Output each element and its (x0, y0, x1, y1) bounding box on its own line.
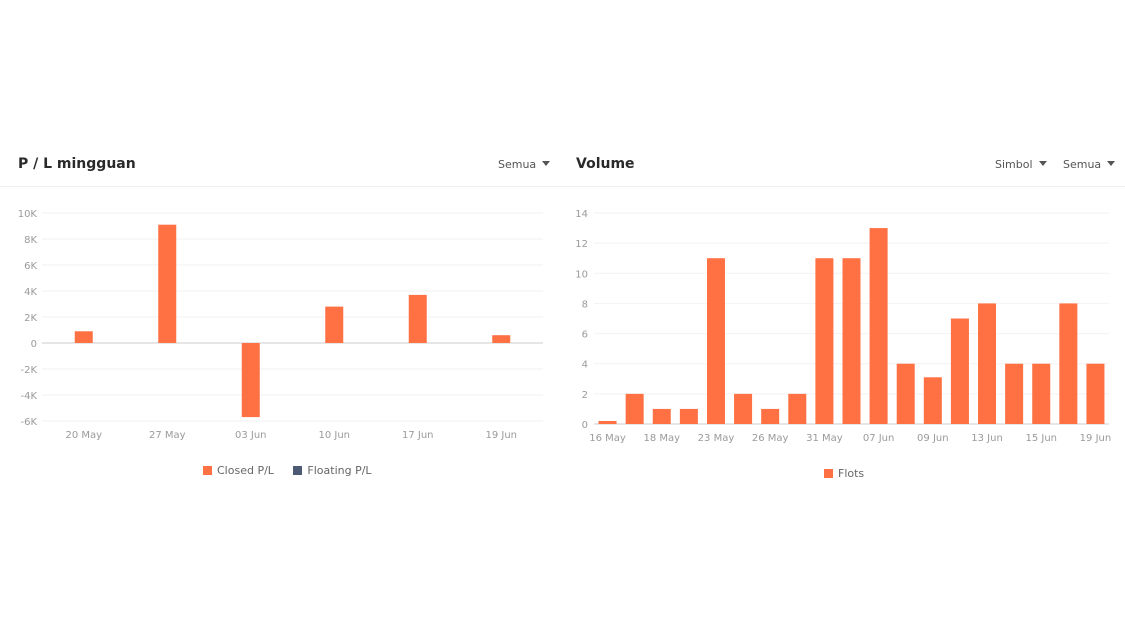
volume-bar-30-may (788, 393, 807, 424)
legend-label-closed-pl: Closed P/L (217, 464, 274, 477)
weekly-pl-title: P / L mingguan (18, 156, 136, 172)
volume-bar-13-jun (978, 303, 997, 424)
volume-bar-15-jun (1032, 363, 1051, 424)
volume-legend: Flots (824, 467, 864, 480)
pl-bar-20-may (74, 331, 93, 343)
volume-x-tick-label: 07 Jun (863, 433, 895, 444)
volume-bar-12-jun (950, 318, 969, 424)
legend-label-floating-pl: Floating P/L (307, 464, 372, 477)
pl-bar-27-may (158, 224, 177, 343)
pl-y-tick-label: 4K (24, 287, 37, 298)
pl-x-tick-label: 27 May (149, 430, 186, 441)
volume-y-tick-label: 12 (575, 239, 588, 250)
pl-y-tick-label: -4K (20, 391, 37, 402)
volume-header: Volume Simbol Semua (559, 140, 1125, 187)
pl-bar-19-jun (492, 335, 511, 343)
pl-y-tick-label: 8K (24, 235, 37, 246)
volume-x-tick-label: 23 May (698, 433, 735, 444)
volume-x-tick-label: 09 Jun (917, 433, 949, 444)
volume-bar-01-jun (842, 258, 861, 424)
pl-x-tick-label: 10 Jun (318, 430, 350, 441)
pl-y-tick-label: -2K (20, 365, 37, 376)
pl-y-tick-label: 6K (24, 261, 37, 272)
volume-x-tick-label: 19 Jun (1080, 433, 1112, 444)
symbol-filter-dropdown[interactable]: Simbol (995, 158, 1047, 171)
pl-bar-03-jun (241, 343, 260, 418)
volume-x-tick-label: 26 May (752, 433, 789, 444)
volume-y-tick-label: 8 (582, 299, 588, 310)
volume-bar-18-may (652, 408, 671, 424)
pl-filter-dropdown[interactable]: Semua (498, 158, 551, 171)
pl-y-tick-label: 10K (18, 209, 38, 220)
volume-y-tick-label: 0 (582, 420, 588, 431)
caret-down-icon (1038, 161, 1047, 166)
volume-all-filter-label: Semua (1063, 158, 1102, 171)
pl-y-tick-label: -6K (20, 417, 37, 428)
legend-item-floating-pl[interactable]: Floating P/L (293, 464, 372, 477)
volume-y-tick-label: 4 (582, 360, 588, 371)
volume-y-tick-label: 10 (575, 269, 588, 280)
symbol-filter-label: Simbol (995, 158, 1033, 171)
volume-x-tick-label: 16 May (589, 433, 626, 444)
volume-bar-31-may (815, 258, 834, 424)
pl-x-tick-label: 03 Jun (235, 430, 267, 441)
volume-bar-09-jun (923, 377, 942, 424)
volume-chart: 14 12 10 8 6 4 2 016 May 18 May 23 May 26 May 31 Ma… (575, 209, 1112, 444)
pl-x-tick-label: 20 May (65, 430, 102, 441)
volume-bar-23-may (706, 258, 725, 424)
weekly-pl-panel: P / L mingguan Semua 10K 8K 6K 4K 2K 0 -2K -4K -… (0, 140, 560, 500)
pl-bar-10-jun (325, 306, 344, 343)
volume-y-tick-label: 6 (582, 330, 588, 341)
volume-bar-24-may (734, 393, 753, 424)
pl-y-tick-label: 2K (24, 313, 37, 324)
weekly-pl-header: P / L mingguan Semua (0, 140, 560, 187)
flots-swatch (824, 469, 833, 478)
legend-item-closed-pl[interactable]: Closed P/L (203, 464, 274, 477)
pl-y-tick-label: 0 (31, 339, 37, 350)
volume-bar-07-jun (869, 228, 888, 424)
legend-item-flots[interactable]: Flots (824, 467, 864, 480)
legend-label-flots: Flots (838, 467, 865, 480)
volume-bar-14-jun (1005, 363, 1024, 424)
volume-panel: Volume Simbol Semua 14 12 10 8 6 4 2 0 16 May 18 … (559, 140, 1125, 500)
volume-x-tick-label: 18 May (643, 433, 680, 444)
volume-bar-08-jun (896, 363, 915, 424)
caret-down-icon (542, 161, 551, 166)
pl-bar-17-jun (408, 294, 427, 343)
volume-x-tick-label: 13 Jun (971, 433, 1003, 444)
pl-x-tick-label: 19 Jun (485, 430, 517, 441)
volume-bar-19-jun (1086, 363, 1105, 424)
volume-x-tick-label: 31 May (806, 433, 843, 444)
volume-bar-17-may (625, 393, 644, 424)
weekly-pl-chart: 10K 8K 6K 4K 2K 0 -2K -4K -6K 20 May 27 May 03 Jun 1… (18, 209, 543, 441)
volume-bar-16-jun (1059, 303, 1078, 424)
caret-down-icon (1107, 161, 1116, 166)
pl-filter-label: Semua (498, 158, 537, 171)
volume-bar-26-may (761, 408, 780, 424)
volume-y-tick-label: 2 (582, 390, 588, 401)
volume-bar-16-may (598, 420, 617, 424)
volume-x-tick-label: 15 Jun (1025, 433, 1057, 444)
volume-y-tick-label: 14 (575, 209, 588, 220)
floating-pl-swatch (293, 466, 303, 475)
weekly-pl-legend: Closed P/L Floating P/L (203, 464, 372, 477)
closed-pl-swatch (203, 466, 212, 475)
pl-x-tick-label: 17 Jun (402, 430, 434, 441)
volume-title: Volume (576, 156, 635, 172)
volume-bar-22-may (679, 408, 698, 424)
volume-all-filter-dropdown[interactable]: Semua (1063, 158, 1116, 171)
